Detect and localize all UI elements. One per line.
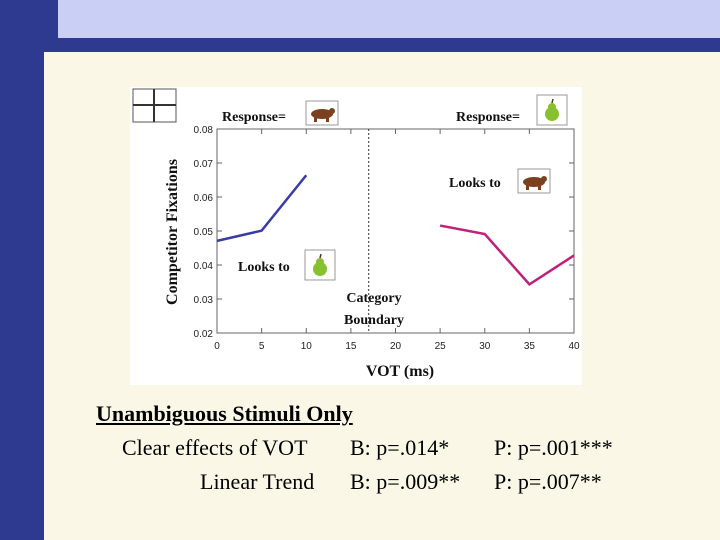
summary-row-label: Clear effects of VOT [122, 435, 308, 460]
x-tick-label: 10 [301, 341, 313, 352]
summary-row-label: Linear Trend [200, 469, 315, 494]
y-tick-label: 0.02 [194, 329, 214, 340]
y-axis: 0.02 0.03 0.04 0.05 0.06 0.07 0.08 [194, 125, 574, 340]
x-tick-label: 5 [259, 341, 265, 352]
x-axis-title: VOT (ms) [366, 363, 434, 380]
looks-to-right-label: Looks to [449, 176, 501, 191]
summary-row-b-value: B: p=.009** [350, 469, 461, 494]
y-tick-label: 0.08 [194, 125, 214, 136]
series-line-1 [216, 174, 308, 243]
x-tick-label: 15 [345, 341, 357, 352]
x-tick-label: 0 [214, 341, 220, 352]
category-boundary-line2: Boundary [344, 313, 404, 328]
crosshair-icon [132, 88, 177, 123]
bear-icon [305, 100, 339, 126]
x-tick-label: 25 [435, 341, 447, 352]
y-tick-label: 0.04 [194, 261, 214, 272]
summary-row-p-value: P: p=.001*** [494, 435, 613, 460]
summary-heading: Unambiguous Stimuli Only [96, 401, 353, 426]
chart-background [130, 87, 582, 385]
summary-row-p-value: P: p=.007** [494, 469, 602, 494]
x-tick-label: 20 [390, 341, 402, 352]
pear-icon [536, 94, 568, 126]
y-tick-label: 0.07 [194, 159, 214, 170]
series-group [216, 174, 575, 287]
response-left-label: Response= [222, 110, 286, 125]
looks-to-left-label: Looks to [238, 260, 290, 275]
y-tick-label: 0.05 [194, 227, 214, 238]
y-tick-label: 0.06 [194, 193, 214, 204]
slide-top-panel [58, 0, 720, 38]
y-tick-label: 0.03 [194, 295, 214, 306]
y-axis-title: Competitor Fixations [164, 159, 181, 305]
summary-row-b-value: B: p=.014* [350, 435, 450, 460]
slide-sidebar [0, 0, 44, 540]
pear-icon [304, 249, 336, 281]
x-tick-label: 40 [568, 341, 580, 352]
series-line-2 [439, 224, 575, 287]
response-right-label: Response= [456, 110, 520, 125]
x-axis: 0 5 10 15 20 25 30 35 40 [214, 129, 580, 352]
x-tick-label: 30 [479, 341, 491, 352]
category-boundary-line1: Category [346, 291, 401, 306]
bear-icon [517, 168, 551, 194]
x-tick-label: 35 [524, 341, 536, 352]
